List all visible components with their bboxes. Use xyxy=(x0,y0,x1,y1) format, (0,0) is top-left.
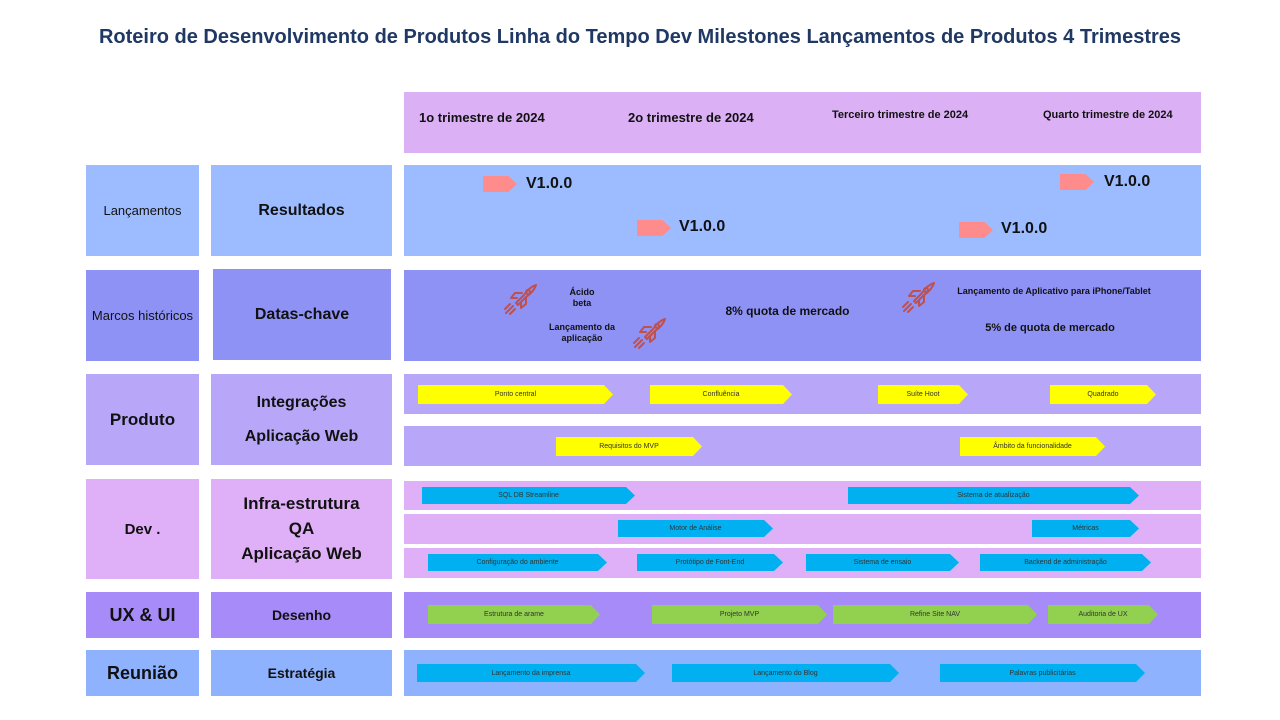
release-label: V1.0.0 xyxy=(679,218,726,235)
subcategory-aplicacao-web: Aplicação Web xyxy=(244,427,359,445)
task-arrow: Lançamento do Blog xyxy=(672,664,899,682)
subcategory-aplicacao-web: Aplicação Web xyxy=(241,544,362,563)
category-lancamentos: Lançamentos xyxy=(86,165,199,256)
release-arrow-icon xyxy=(1060,174,1094,190)
task-arrow: Protótipo de Font-End xyxy=(637,554,783,571)
subcategory-datas-chave: Datas-chave xyxy=(213,269,391,360)
quarter-header-band xyxy=(404,92,1201,153)
subcategory-infra-estrutura: Infra-estrutura xyxy=(243,494,360,513)
release-label: V1.0.0 xyxy=(1104,173,1151,190)
release-label: V1.0.0 xyxy=(526,175,573,192)
release-arrow-icon xyxy=(637,220,671,236)
quarter-label-q1: 1o trimestre de 2024 xyxy=(419,110,545,125)
task-arrow: Âmbito da funcionalidade xyxy=(960,437,1105,456)
task-arrow: Métricas xyxy=(1032,520,1139,537)
milestone-quota-5: 5% de quota de mercado xyxy=(985,322,1115,334)
category-produto: Produto xyxy=(86,374,199,465)
task-arrow: Lançamento da imprensa xyxy=(417,664,645,682)
milestone-text: Ácido xyxy=(569,287,595,297)
category-dev: Dev . xyxy=(86,479,199,579)
quarter-label-q4: Quarto trimestre de 2024 xyxy=(1043,109,1173,121)
task-arrow: Estrutura de arame xyxy=(428,605,600,624)
rocket-icon xyxy=(629,313,669,353)
milestone-text: beta xyxy=(572,298,592,308)
subcategory-resultados: Resultados xyxy=(211,165,392,256)
release-arrow-icon xyxy=(959,222,993,238)
task-arrow: Configuração do ambiente xyxy=(428,554,607,571)
milestone-text: Lançamento da xyxy=(548,322,615,332)
quarter-label-q3: Terceiro trimestre de 2024 xyxy=(832,109,969,121)
category-reuniao: Reunião xyxy=(86,650,199,696)
task-arrow: SQL DB Streamline xyxy=(422,487,635,504)
release-label: V1.0.0 xyxy=(1001,220,1048,237)
subcategory-desenho: Desenho xyxy=(211,592,392,638)
task-arrow: Suíte Hoot xyxy=(878,385,968,404)
task-arrow: Auditoria de UX xyxy=(1048,605,1158,624)
task-arrow: Sistema de atualização xyxy=(848,487,1139,504)
subcategory-dev: Infra-estrutura QA Aplicação Web xyxy=(211,479,392,579)
task-arrow: Requisitos do MVP xyxy=(556,437,702,456)
rocket-icon xyxy=(500,279,540,319)
subcategory-qa: QA xyxy=(288,519,315,538)
milestone-acido-beta: Ácido beta xyxy=(560,287,604,309)
category-ux-ui: UX & UI xyxy=(86,592,199,638)
milestone-lancamento-aplicacao: Lançamento da aplicação xyxy=(543,322,621,344)
task-arrow: Palavras publicitárias xyxy=(940,664,1145,682)
subcategory-integracoes: Integrações xyxy=(256,393,347,411)
task-arrow: Refine Site NAV xyxy=(833,605,1037,624)
task-arrow: Motor de Análise xyxy=(618,520,773,537)
task-arrow: Backend de administração xyxy=(980,554,1151,571)
task-arrow: Confluência xyxy=(650,385,792,404)
quarter-label-q2: 2o trimestre de 2024 xyxy=(628,110,754,125)
subcategory-estrategia: Estratégia xyxy=(211,650,392,696)
category-marcos-historicos: Marcos históricos xyxy=(86,270,199,361)
rocket-icon xyxy=(898,277,938,317)
milestone-quota-8: 8% quota de mercado xyxy=(725,304,850,318)
task-arrow: Quadrado xyxy=(1050,385,1156,404)
task-arrow: Projeto MVP xyxy=(652,605,827,624)
task-arrow: Sistema de ensaio xyxy=(806,554,959,571)
subcategory-produto: Integrações Aplicação Web xyxy=(211,374,392,465)
page-title: Roteiro de Desenvolvimento de Produtos L… xyxy=(98,26,1182,48)
milestone-iphone-app: Lançamento de Aplicativo para iPhone/Tab… xyxy=(957,286,1151,296)
milestone-text: aplicação xyxy=(561,333,603,343)
release-arrow-icon xyxy=(483,176,517,192)
task-arrow: Ponto central xyxy=(418,385,613,404)
